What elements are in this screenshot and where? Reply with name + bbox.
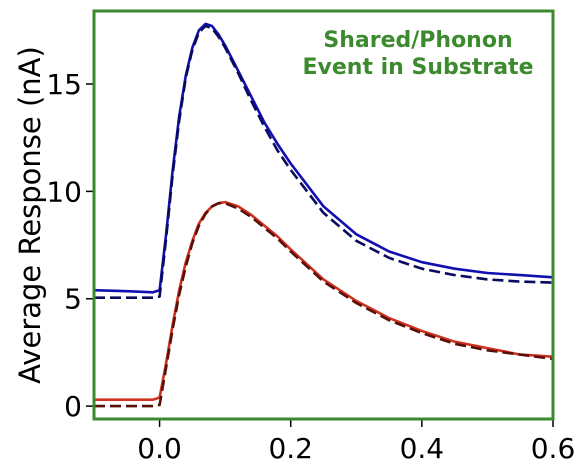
y-tick-label: 0 — [64, 390, 82, 423]
series-red-measured-line — [94, 200, 554, 402]
annotation-line: Event in Substrate — [303, 55, 534, 80]
y-axis-label: Average Response (nA) — [13, 46, 47, 384]
y-tick-label: 5 — [64, 283, 82, 316]
x-tick-label: 0.2 — [268, 432, 313, 465]
x-tick-label: 0.0 — [137, 432, 182, 465]
y-tick-label: 10 — [46, 175, 82, 208]
series-layer — [93, 22, 554, 408]
y-tick-label: 15 — [46, 68, 82, 101]
series-blue-fit-line — [94, 24, 554, 300]
x-tick-label: 0.6 — [531, 432, 576, 465]
ticks-layer: 0.0 0.2 0.4 0.6 0 5 10 15 — [46, 68, 575, 465]
series-red-fit-line — [94, 201, 554, 408]
annotation-line: Shared/Phonon — [323, 28, 512, 53]
annotation: Shared/Phonon Event in Substrate — [303, 28, 534, 80]
plot-frame — [92, 9, 555, 421]
x-tick-label: 0.4 — [400, 432, 445, 465]
